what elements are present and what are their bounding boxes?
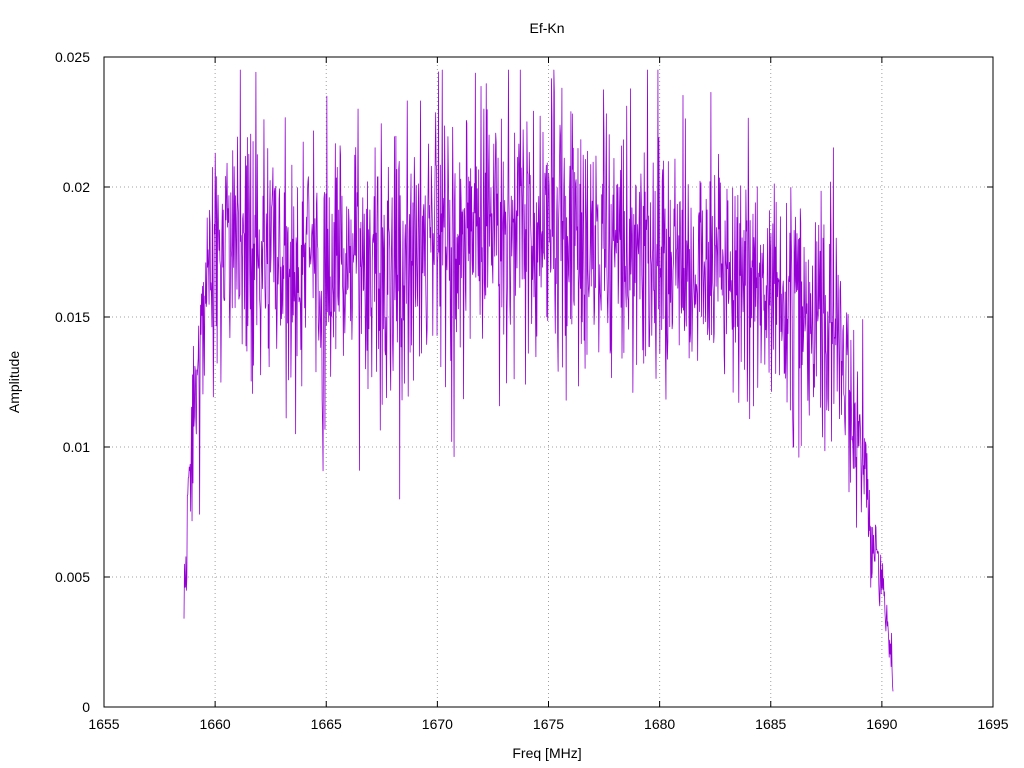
y-tick-label: 0 [82,699,90,715]
x-tick-label: 1690 [866,716,897,732]
y-axis-label: Amplitude [6,351,22,413]
tick-labels: 1655 1660 1665 1670 1675 1680 1685 1690 1695 0 0.0… [55,49,1009,732]
grid [104,57,993,707]
y-tick-label: 0.02 [63,179,90,195]
y-tick-label: 0.01 [63,439,90,455]
x-tick-label: 1655 [88,716,119,732]
x-tick-label: 1665 [311,716,342,732]
x-axis-label: Freq [MHz] [512,745,581,761]
series-line-1 [183,69,894,692]
y-tick-label: 0.005 [55,569,90,585]
chart-title: Ef-Kn [529,20,564,36]
tick-marks [103,56,994,708]
x-tick-label: 1670 [422,716,453,732]
x-tick-label: 1695 [977,716,1008,732]
x-tick-label: 1685 [755,716,786,732]
y-tick-label: 0.025 [55,49,90,65]
x-tick-label: 1660 [200,716,231,732]
x-tick-label: 1675 [533,716,564,732]
series-layer [183,69,894,692]
x-tick-label: 1680 [644,716,675,732]
y-tick-label: 0.015 [55,309,90,325]
